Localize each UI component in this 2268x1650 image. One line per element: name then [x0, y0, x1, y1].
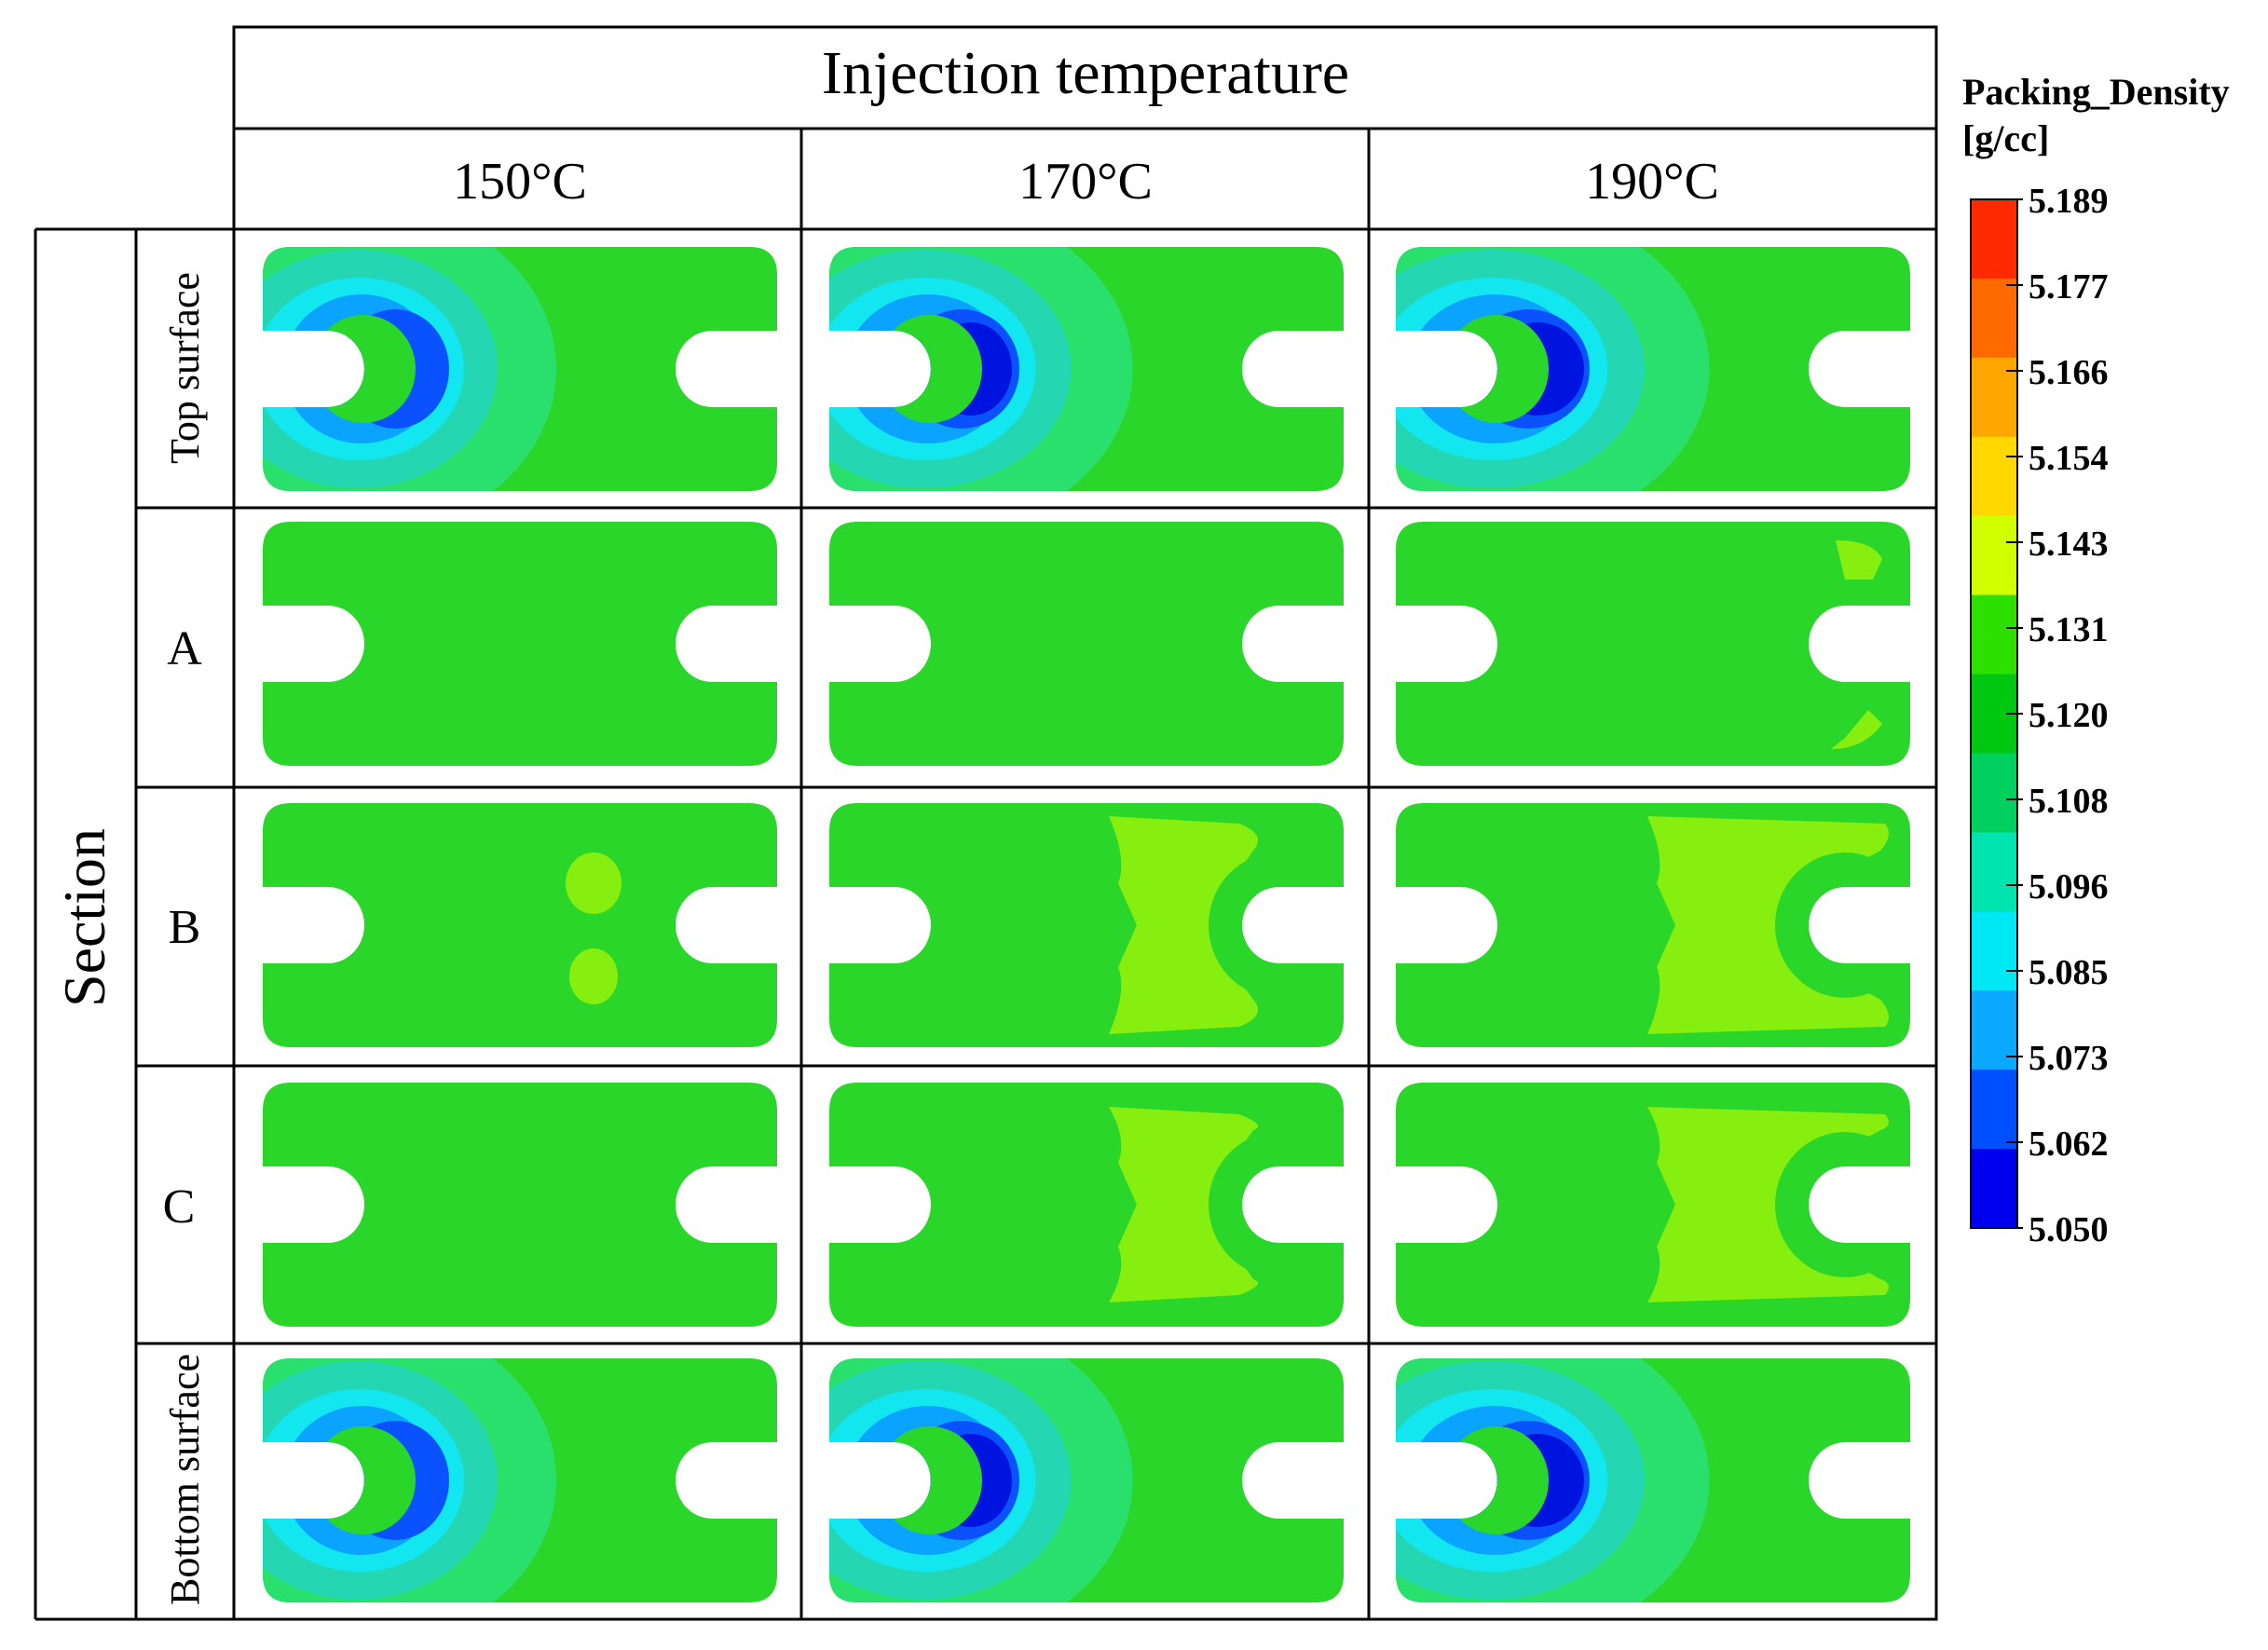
density-center — [878, 1426, 982, 1534]
row-label-c: C — [163, 1180, 196, 1234]
legend-tick-label: 5.131 — [2029, 610, 2109, 649]
part-outline — [829, 522, 1344, 766]
legend-colorbar — [1970, 198, 2023, 1229]
contour-panel — [263, 1083, 777, 1327]
col-label-170: 170°C — [1018, 153, 1153, 211]
density-zone — [1647, 816, 1889, 1034]
density-zone — [569, 948, 618, 1004]
contour-panel — [829, 247, 1344, 491]
density-zone — [1836, 540, 1882, 580]
table-grid — [34, 25, 1938, 1621]
contour-panel — [263, 1358, 777, 1602]
part-outline — [829, 803, 1344, 1047]
row-label-b: B — [169, 901, 201, 954]
part-outline — [263, 803, 777, 1047]
row-label-a: A — [167, 622, 202, 675]
contour-panel — [263, 803, 777, 1047]
legend-title-line1: Packing_Density — [1962, 71, 2230, 113]
density-edge-band — [1775, 852, 1910, 998]
legend-tick-label: 5.189 — [2029, 182, 2109, 221]
contour-panel — [829, 1083, 1344, 1327]
contour-panel — [829, 522, 1344, 766]
density-zone — [1109, 1107, 1258, 1302]
part-outline — [263, 522, 777, 766]
legend-color-band — [1971, 199, 2017, 280]
density-center — [878, 315, 982, 423]
legend-title-line2: [g/cc] — [1962, 117, 2049, 159]
row-label-top-surface: Top surface — [162, 272, 208, 464]
row-label-bottom-surface: Bottom surface — [162, 1354, 208, 1605]
legend-tick-label: 5.108 — [2029, 782, 2109, 821]
contour-panels — [263, 247, 1910, 1602]
legend-color-band — [1971, 1070, 2017, 1150]
contour-panel — [829, 1358, 1344, 1602]
density-zone — [1109, 816, 1258, 1034]
contour-panel — [263, 247, 777, 491]
contour-panel — [263, 522, 777, 766]
legend-tick-label: 5.154 — [2029, 439, 2109, 478]
density-center — [1444, 315, 1549, 423]
legend-tick-label: 5.062 — [2029, 1125, 2109, 1164]
contour-panel — [1396, 1358, 1910, 1602]
legend-tick-label: 5.085 — [2029, 953, 2109, 992]
density-zone — [566, 852, 622, 914]
contour-panel — [1396, 247, 1910, 491]
contour-panel — [1396, 522, 1910, 766]
contour-panel — [1396, 803, 1910, 1047]
legend-color-band — [1971, 832, 2017, 912]
legend-tick-label: 5.073 — [2029, 1039, 2109, 1078]
legend-tick-label: 5.143 — [2029, 525, 2109, 564]
part-outline — [263, 1083, 777, 1327]
density-center — [311, 1426, 416, 1534]
density-center — [1444, 1426, 1549, 1534]
legend-color-band — [1971, 911, 2017, 991]
legend-tick-label: 5.120 — [2029, 696, 2109, 735]
density-edge-band — [1775, 1132, 1910, 1277]
legend-color-band — [1971, 990, 2017, 1070]
part-outline — [1396, 522, 1910, 766]
row-group-label-section: Section — [51, 828, 117, 1007]
legend-color-band — [1971, 357, 2017, 438]
legend-color-band — [1971, 278, 2017, 359]
legend-tick-label: 5.177 — [2029, 267, 2109, 307]
legend-color-band — [1971, 436, 2017, 517]
density-zone — [1831, 710, 1882, 749]
legend-tick-label: 5.050 — [2029, 1210, 2109, 1249]
col-label-150: 150°C — [453, 153, 587, 211]
col-label-190: 190°C — [1585, 153, 1719, 211]
legend-color-band — [1971, 1149, 2017, 1229]
legend-tick-labels: 5.189 5.177 5.166 5.154 5.143 5.131 5.120 5.108… — [2029, 182, 2109, 1249]
density-edge-band — [1209, 1132, 1344, 1277]
legend-tick-label: 5.096 — [2029, 867, 2109, 907]
contour-panel — [1396, 1083, 1910, 1327]
legend-color-band — [1971, 515, 2017, 596]
density-edge-band — [1209, 852, 1344, 998]
density-center — [311, 315, 416, 423]
contour-panel — [829, 803, 1344, 1047]
legend-color-band — [1971, 753, 2017, 833]
legend-color-band — [1971, 594, 2017, 675]
legend-tick-label: 5.166 — [2029, 353, 2109, 392]
part-outline — [829, 1083, 1344, 1327]
header-injection-temperature: Injection temperature — [822, 39, 1349, 107]
